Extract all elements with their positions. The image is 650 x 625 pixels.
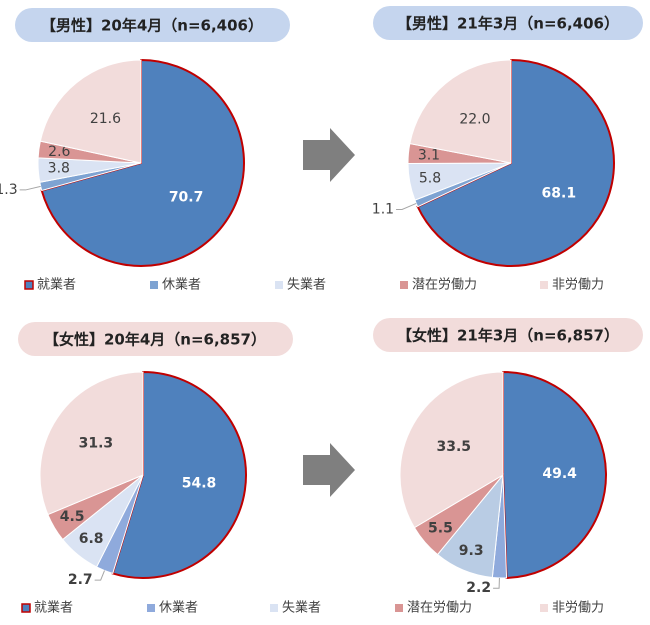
- data-label: 21.6: [90, 111, 121, 127]
- legend-label: 失業者: [287, 277, 326, 293]
- title-pill: [373, 318, 643, 352]
- pie-slice: [111, 370, 247, 579]
- data-label: 49.4: [542, 466, 577, 482]
- pie-slice: [399, 371, 504, 529]
- pie-slice: [416, 58, 615, 267]
- leader-line: [493, 577, 500, 589]
- data-label: 22.0: [459, 111, 490, 127]
- data-label: 3.8: [48, 161, 70, 177]
- data-label: 33.5: [436, 439, 471, 455]
- title-pill: [15, 8, 290, 42]
- arrow: [303, 128, 355, 182]
- legend-label: 失業者: [282, 600, 321, 616]
- legend-swatch: [147, 604, 155, 612]
- data-label: 31.3: [79, 436, 114, 452]
- pie-slice: [40, 58, 245, 267]
- legend-swatch: [540, 281, 548, 289]
- chart-title: 【男性】20年4月（n=6,406）: [41, 17, 263, 35]
- title-pill: [18, 322, 293, 356]
- legend-label: 潜在労働力: [412, 278, 477, 293]
- data-label: 4.5: [60, 509, 85, 525]
- leader-line: [94, 570, 105, 581]
- chart-title: 【女性】21年3月（n=6,857）: [397, 327, 619, 345]
- title-pill: [373, 6, 643, 40]
- pie-slice: [39, 59, 142, 164]
- legend-label: 就業者: [37, 277, 76, 293]
- legend-label: 非労働力: [552, 278, 604, 293]
- data-label: 3.1: [418, 147, 440, 163]
- data-label: 2.6: [48, 144, 70, 160]
- data-label: 9.3: [459, 543, 484, 559]
- data-label: 54.8: [182, 475, 217, 491]
- legend-swatch: [21, 603, 31, 613]
- data-label: 70.7: [169, 189, 204, 205]
- data-label: 2.7: [68, 572, 93, 588]
- legend-swatch: [270, 604, 278, 612]
- legend-swatch: [400, 281, 408, 289]
- data-label: 5.8: [419, 170, 441, 186]
- data-label: 2.2: [466, 580, 491, 596]
- legend-swatch: [275, 281, 283, 289]
- data-label: 1.1: [372, 201, 394, 217]
- data-label: 68.1: [542, 185, 577, 201]
- data-label: 6.8: [79, 531, 104, 547]
- legend-label: 非労働力: [552, 601, 604, 616]
- legend-swatch: [24, 280, 34, 290]
- legend-swatch: [150, 281, 158, 289]
- data-label: 1.3: [0, 182, 18, 198]
- legend-label: 潜在労働力: [407, 601, 472, 616]
- chart-title: 【男性】21年3月（n=6,406）: [397, 15, 619, 33]
- chart-title: 【女性】20年4月（n=6,857）: [44, 331, 266, 349]
- legend-label: 休業者: [162, 277, 201, 293]
- legend-swatch: [540, 604, 548, 612]
- arrow: [303, 443, 355, 497]
- data-label: 5.5: [428, 521, 453, 537]
- leader-line: [19, 185, 41, 191]
- leader-line: [396, 202, 417, 210]
- legend-label: 休業者: [159, 600, 198, 616]
- pie-slice: [409, 59, 512, 164]
- pie-slice: [502, 370, 607, 579]
- legend-swatch: [395, 604, 403, 612]
- legend-label: 就業者: [34, 600, 73, 616]
- pie-slice: [39, 371, 144, 516]
